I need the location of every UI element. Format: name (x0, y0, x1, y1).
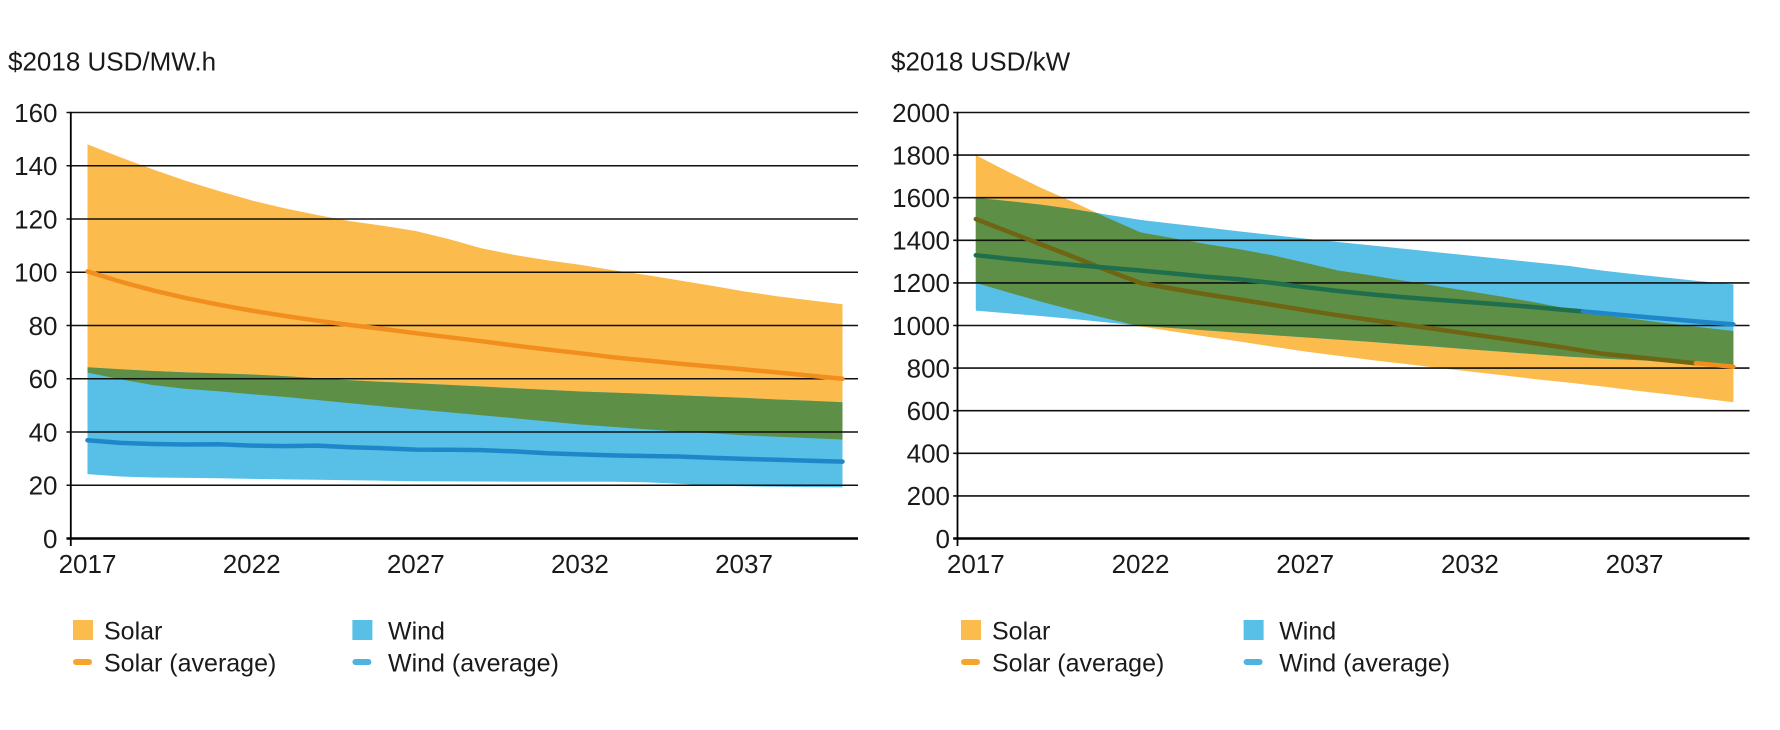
svg-text:100: 100 (14, 258, 57, 288)
svg-text:1000: 1000 (892, 311, 950, 341)
svg-text:2037: 2037 (1606, 549, 1664, 579)
svg-text:0: 0 (936, 524, 950, 554)
svg-text:2027: 2027 (1276, 549, 1334, 579)
svg-text:Wind (average): Wind (average) (1279, 650, 1450, 678)
svg-text:1800: 1800 (892, 140, 950, 170)
svg-text:2017: 2017 (947, 549, 1005, 579)
svg-text:140: 140 (14, 151, 57, 181)
svg-text:1400: 1400 (892, 226, 950, 256)
svg-text:2032: 2032 (1441, 549, 1499, 579)
svg-text:2037: 2037 (715, 549, 773, 579)
svg-text:Solar: Solar (992, 618, 1050, 646)
svg-text:0: 0 (43, 524, 57, 554)
svg-text:200: 200 (907, 481, 950, 511)
svg-text:2022: 2022 (223, 549, 281, 579)
svg-text:Wind (average): Wind (average) (388, 650, 559, 678)
svg-text:$2018 USD/MW.h: $2018 USD/MW.h (8, 47, 216, 77)
svg-text:2032: 2032 (551, 549, 609, 579)
svg-text:600: 600 (907, 396, 950, 426)
svg-text:2027: 2027 (387, 549, 445, 579)
svg-text:20: 20 (29, 471, 58, 501)
svg-text:Solar: Solar (104, 618, 162, 646)
svg-text:2022: 2022 (1112, 549, 1170, 579)
svg-text:40: 40 (29, 417, 58, 447)
svg-text:Solar (average): Solar (average) (104, 650, 276, 678)
svg-text:Solar (average): Solar (average) (992, 650, 1164, 678)
svg-text:60: 60 (29, 364, 58, 394)
svg-text:Wind: Wind (388, 618, 445, 646)
svg-text:120: 120 (14, 204, 57, 234)
svg-text:Wind: Wind (1279, 618, 1336, 646)
svg-text:800: 800 (907, 353, 950, 383)
svg-text:2000: 2000 (892, 98, 950, 128)
svg-text:160: 160 (14, 98, 57, 128)
svg-text:1200: 1200 (892, 268, 950, 298)
svg-text:400: 400 (907, 439, 950, 469)
svg-text:2017: 2017 (59, 549, 117, 579)
svg-text:80: 80 (29, 311, 58, 341)
svg-text:1600: 1600 (892, 183, 950, 213)
svg-text:$2018 USD/kW: $2018 USD/kW (891, 47, 1071, 77)
